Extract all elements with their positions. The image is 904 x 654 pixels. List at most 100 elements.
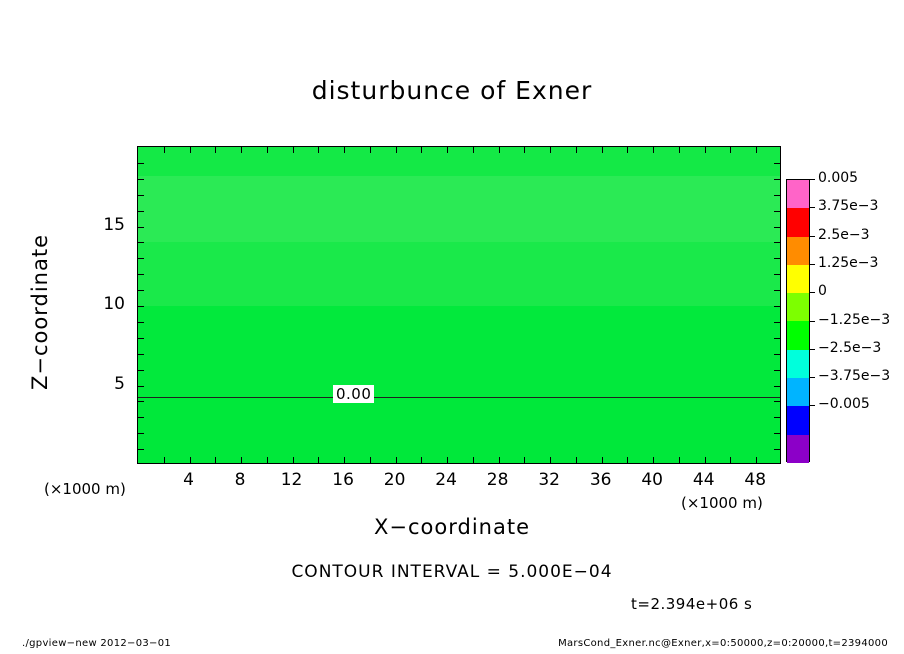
- tick-mark: [774, 417, 780, 419]
- x-tick-label: 36: [589, 470, 612, 490]
- tick-mark: [292, 457, 294, 463]
- tick-mark: [678, 457, 680, 463]
- tick-mark: [215, 457, 217, 463]
- x-units-left: (×1000 m): [44, 480, 126, 498]
- tick-mark: [189, 457, 191, 463]
- footer-left-text: ./gpview−new 2012−03−01: [22, 638, 172, 649]
- colorbar-tick-label: −3.75e−3: [818, 368, 891, 385]
- colorbar-tick: [810, 179, 815, 180]
- tick-mark: [575, 457, 577, 463]
- tick-mark: [774, 385, 780, 387]
- x-tick-label: 4: [183, 470, 194, 490]
- colorbar-tick-label: −2.5e−3: [818, 339, 882, 356]
- x-tick-label: 40: [641, 470, 663, 490]
- colorbar-tick-label: 1.25e−3: [818, 254, 879, 271]
- tick-mark: [575, 147, 577, 153]
- tick-mark: [138, 353, 144, 355]
- tick-mark: [550, 147, 552, 153]
- chart-title: disturbunce of Exner: [311, 76, 593, 105]
- x-tick-label: 12: [280, 470, 303, 490]
- colorbar-cell: [787, 293, 809, 322]
- tick-mark: [138, 385, 144, 387]
- tick-mark: [215, 147, 217, 153]
- colorbar-tick: [810, 292, 815, 294]
- tick-mark: [774, 258, 780, 260]
- tick-mark: [421, 147, 423, 153]
- heatmap-band: [138, 396, 780, 463]
- contour-label: 0.00: [333, 385, 375, 403]
- colorbar-tick-label: 0: [818, 283, 827, 300]
- colorbar-tick-label: −0.005: [818, 396, 870, 413]
- colorbar-cell: [787, 321, 809, 350]
- tick-mark: [774, 353, 780, 355]
- colorbar-tick: [810, 235, 815, 237]
- tick-mark: [524, 457, 526, 463]
- x-tick-label: 20: [383, 470, 406, 490]
- tick-mark: [266, 147, 268, 153]
- tick-mark: [774, 162, 780, 164]
- tick-mark: [774, 178, 780, 180]
- tick-mark: [369, 147, 371, 153]
- tick-mark: [653, 457, 655, 463]
- tick-mark: [241, 457, 243, 463]
- tick-mark: [774, 449, 780, 451]
- x-tick-label: 28: [486, 470, 509, 490]
- tick-mark: [653, 147, 655, 153]
- tick-mark: [447, 147, 449, 153]
- tick-mark: [138, 433, 144, 435]
- tick-mark: [292, 147, 294, 153]
- time-stamp: t=2.394e+06 s: [631, 595, 753, 613]
- colorbar: [786, 179, 810, 463]
- heatmap-band: [138, 175, 780, 243]
- x-tick-label: 48: [744, 470, 767, 490]
- tick-mark: [704, 147, 706, 153]
- tick-mark: [138, 337, 144, 339]
- tick-mark: [163, 457, 165, 463]
- tick-mark: [678, 147, 680, 153]
- heatmap-band: [138, 242, 780, 306]
- tick-mark: [774, 401, 780, 403]
- tick-mark: [138, 417, 144, 419]
- tick-mark: [472, 457, 474, 463]
- colorbar-cell: [787, 236, 809, 265]
- colorbar-cell: [787, 434, 809, 463]
- tick-mark: [138, 401, 144, 403]
- colorbar-cell: [787, 349, 809, 379]
- tick-mark: [421, 457, 423, 463]
- tick-mark: [138, 369, 144, 371]
- tick-mark: [138, 162, 144, 164]
- tick-mark: [138, 306, 144, 307]
- tick-mark: [241, 147, 243, 153]
- tick-mark: [627, 457, 629, 463]
- colorbar-tick: [810, 405, 815, 407]
- contour-interval-text: CONTOUR INTERVAL = 5.000E−04: [291, 562, 613, 582]
- colorbar-tick: [810, 207, 815, 209]
- x-tick-label: 16: [332, 470, 354, 490]
- colorbar-tick: [810, 348, 815, 350]
- tick-mark: [601, 457, 603, 463]
- tick-mark: [730, 457, 732, 463]
- colorbar-tick-label: 0.005: [818, 170, 859, 186]
- tick-mark: [627, 147, 629, 153]
- footer-right-text: MarsCond_Exner.nc@Exner,x=0:50000,z=0:20…: [558, 638, 888, 649]
- tick-mark: [344, 147, 346, 153]
- colorbar-cell: [787, 378, 809, 407]
- tick-mark: [774, 242, 780, 244]
- x-axis-title: X−coordinate: [374, 515, 530, 539]
- tick-mark: [344, 457, 346, 463]
- y-tick-label: 5: [114, 373, 125, 394]
- colorbar-cell: [787, 264, 809, 294]
- tick-mark: [730, 147, 732, 153]
- colorbar-cell: [787, 406, 809, 435]
- tick-mark: [189, 147, 191, 153]
- tick-mark: [601, 147, 603, 153]
- tick-mark: [774, 321, 780, 323]
- tick-mark: [774, 337, 780, 339]
- tick-mark: [774, 210, 780, 212]
- y-tick-label: 15: [103, 214, 125, 235]
- plot-area: [137, 146, 781, 464]
- tick-mark: [138, 242, 144, 244]
- heatmap-band: [138, 147, 780, 176]
- tick-mark: [756, 147, 758, 153]
- tick-mark: [138, 226, 144, 228]
